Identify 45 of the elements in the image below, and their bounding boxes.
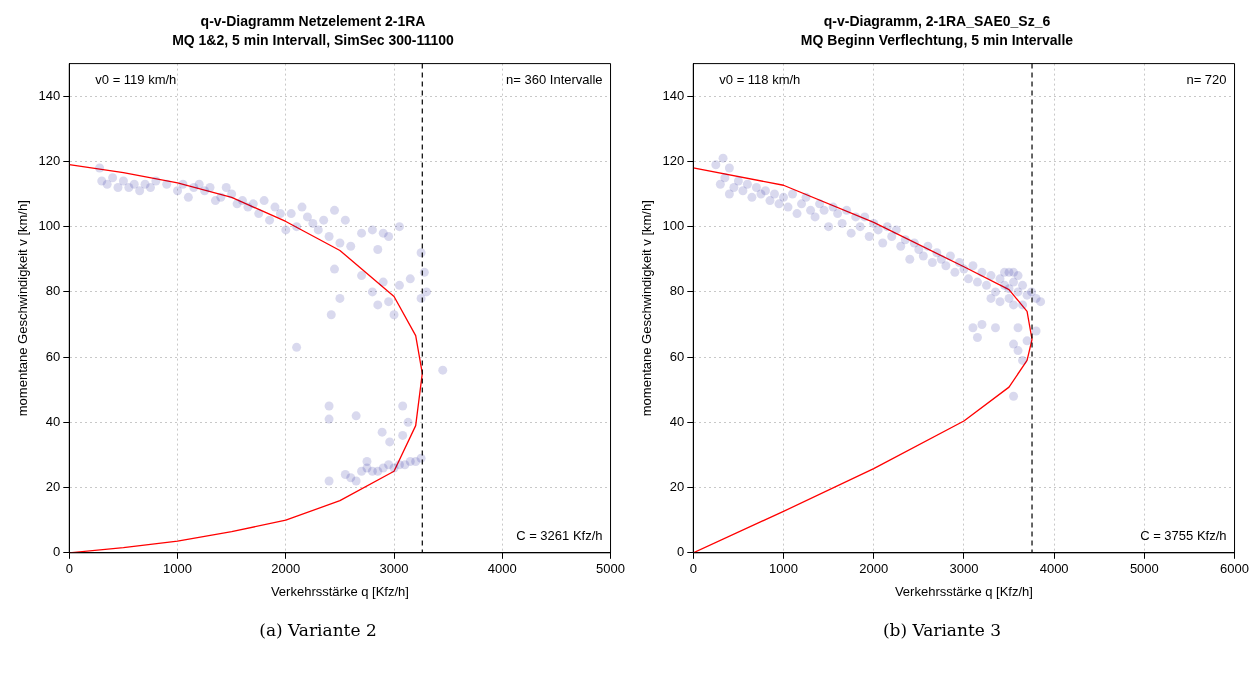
chart-subtitle: MQ 1&2, 5 min Intervall, SimSec 300-11100	[172, 32, 455, 49]
annotation: v0 = 119 km/h	[95, 71, 177, 87]
y-tick-label: 0	[53, 544, 61, 560]
y-tick-label: 120	[38, 153, 61, 169]
x-axis-title: Verkehrsstärke q [Kfz/h]	[270, 583, 409, 599]
ref-line-label: C = 3755 Kfz/h	[1140, 527, 1227, 543]
y-tick-label: 0	[677, 544, 685, 560]
x-tick-label: 0	[689, 561, 697, 577]
y-tick-label: 140	[38, 87, 61, 103]
x-tick-label: 2000	[859, 561, 889, 577]
annotation: v0 = 118 km/h	[719, 71, 801, 87]
chart-subtitle: MQ Beginn Verflechtung, 5 min Intervalle	[800, 32, 1074, 49]
y-tick-label: 100	[662, 218, 685, 234]
x-tick-label: 3000	[379, 561, 409, 577]
x-tick-label: 0	[65, 561, 73, 577]
chart-title: q-v-Diagramm Netzelement 2-1RA	[200, 13, 426, 30]
y-tick-label: 40	[45, 413, 61, 429]
y-tick-label: 80	[669, 283, 685, 299]
x-tick-label: 2000	[271, 561, 301, 577]
y-axis-title: momentane Geschwindigkeit v [km/h]	[639, 200, 655, 417]
y-tick-label: 120	[662, 153, 685, 169]
y-tick-label: 100	[38, 218, 61, 234]
text: (a) Variante 2	[259, 620, 377, 640]
y-tick-label: 40	[669, 413, 685, 429]
y-axis-title: momentane Geschwindigkeit v [km/h]	[15, 200, 31, 417]
annotation: n= 360 Intervalle	[506, 71, 603, 87]
x-axis-title: Verkehrsstärke q [Kfz/h]	[894, 583, 1033, 599]
text: (b) Variante 3	[882, 620, 1002, 640]
x-tick-label: 3000	[949, 561, 979, 577]
y-tick-label: 20	[45, 479, 61, 495]
y-tick-label: 60	[45, 348, 61, 364]
x-tick-label: 5000	[596, 561, 625, 577]
y-tick-label: 60	[669, 348, 685, 364]
ref-line-label: C = 3261 Kfz/h	[516, 527, 603, 543]
y-tick-label: 80	[45, 283, 61, 299]
x-tick-label: 6000	[1220, 561, 1249, 577]
x-tick-label: 1000	[163, 561, 192, 577]
x-tick-label: 4000	[487, 561, 517, 577]
x-tick-label: 5000	[1129, 561, 1159, 577]
y-tick-label: 20	[669, 479, 685, 495]
x-tick-label: 1000	[769, 561, 798, 577]
chart-title: q-v-Diagramm, 2-1RA_SAE0_Sz_6	[823, 13, 1051, 30]
annotation: n= 720	[1186, 71, 1227, 87]
y-tick-label: 140	[662, 87, 685, 103]
x-tick-label: 4000	[1039, 561, 1069, 577]
